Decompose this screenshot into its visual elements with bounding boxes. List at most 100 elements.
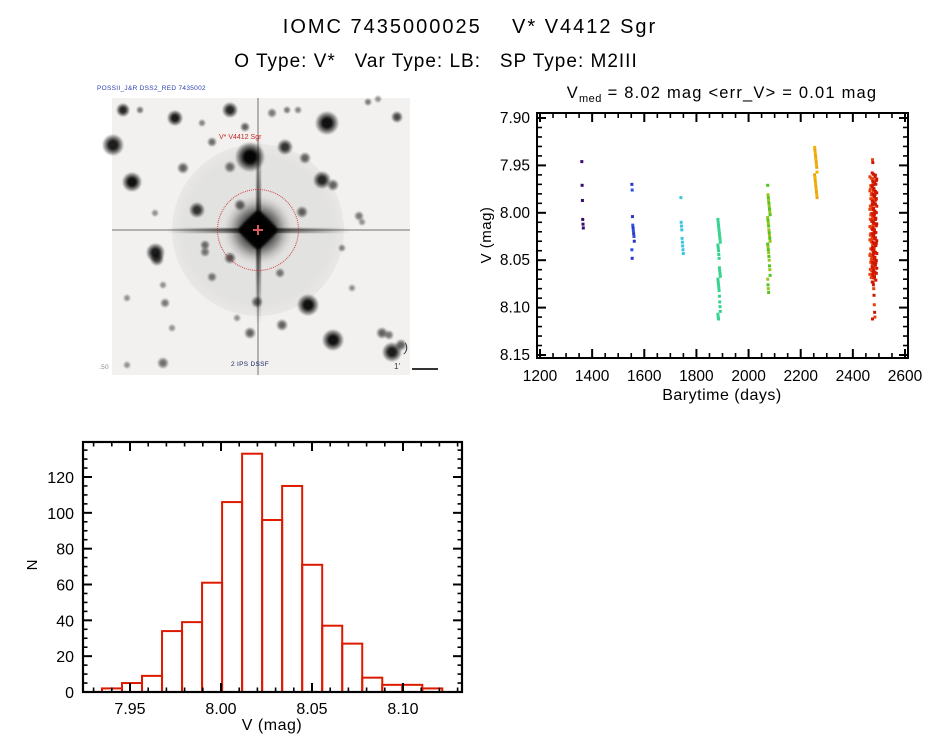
data-point: [717, 286, 721, 290]
data-point: [871, 158, 875, 162]
data-point: [871, 243, 875, 247]
data-point: [717, 256, 721, 260]
data-point: [581, 226, 585, 230]
data-point: [870, 238, 874, 242]
star: [116, 103, 130, 117]
data-point: [815, 193, 819, 197]
data-point: [718, 309, 722, 313]
scale-bar: [412, 368, 438, 370]
vmed-symbol: V: [566, 84, 579, 102]
x-tick-label: 2000: [731, 368, 766, 385]
data-point: [872, 172, 876, 176]
data-point: [717, 294, 721, 298]
data-point: [768, 213, 772, 217]
data-point: [871, 183, 875, 187]
star: [151, 209, 159, 217]
data-point: [681, 252, 685, 256]
data-point: [874, 271, 878, 275]
star: [296, 206, 308, 218]
scale-bar-label: 1': [394, 362, 400, 371]
data-point: [767, 224, 771, 228]
data-point: [874, 278, 878, 282]
data-point: [870, 219, 874, 223]
data-point: [768, 207, 772, 211]
data-point: [868, 238, 872, 242]
data-point: [680, 236, 684, 240]
data-point: [766, 218, 770, 222]
lightcurve-xaxis-label: Barytime (days): [662, 387, 782, 404]
data-point: [766, 221, 770, 225]
star: [391, 111, 403, 123]
data-point: [871, 223, 875, 227]
star: [222, 102, 238, 118]
data-point: [875, 239, 879, 243]
data-point: [815, 165, 819, 169]
data-point: [766, 193, 770, 197]
vmed-value-text: = 8.02 mag <err_V> = 0.01 mag: [601, 84, 878, 102]
data-point: [814, 154, 818, 158]
data-point: [679, 196, 683, 200]
data-point: [768, 268, 772, 272]
data-point: [813, 179, 817, 183]
data-point: [718, 240, 722, 244]
data-point: [767, 251, 771, 255]
data-point: [631, 223, 635, 227]
y-tick-label: 40: [56, 613, 74, 630]
star: [200, 240, 210, 250]
y-tick-label: 8.00: [500, 205, 531, 222]
data-point: [766, 183, 770, 187]
star: [358, 218, 366, 226]
data-point: [871, 271, 875, 275]
data-point: [768, 236, 772, 240]
data-point: [874, 261, 878, 265]
star: [376, 327, 388, 339]
data-point: [768, 210, 772, 214]
data-point: [872, 188, 876, 192]
x-tick-label: 8.05: [296, 701, 327, 718]
data-point: [872, 214, 876, 218]
star: [150, 252, 164, 266]
data-point: [718, 235, 722, 238]
star: [167, 110, 183, 126]
data-point: [768, 264, 772, 268]
histogram-bar: [281, 484, 304, 694]
star: [314, 110, 340, 136]
data-point: [869, 260, 873, 264]
y-tick-label: 20: [56, 649, 74, 666]
data-point: [872, 234, 876, 238]
chart-corner-text: .50: [99, 364, 109, 371]
data-point: [717, 226, 721, 230]
survey-id-text: POSSII_J&R DSS2_RED 7435002: [97, 85, 206, 92]
data-point: [872, 251, 876, 255]
data-point: [680, 240, 684, 244]
star: [354, 211, 364, 221]
star: [168, 324, 176, 332]
data-point: [630, 256, 634, 260]
data-point: [872, 212, 876, 216]
data-point: [717, 317, 721, 321]
data-point: [872, 287, 876, 291]
plot-frame: [81, 440, 464, 694]
data-point: [768, 239, 772, 243]
target-label-text: V* V4412 Sgr: [219, 134, 262, 141]
data-point: [872, 229, 876, 233]
data-point: [768, 273, 772, 277]
data-point: [874, 241, 878, 245]
data-point: [871, 177, 875, 181]
lightcurve-yaxis-label: V (mag): [478, 206, 495, 264]
star: [101, 133, 125, 157]
x-tick-label: 1800: [679, 368, 714, 385]
data-point: [767, 258, 771, 262]
data-point: [716, 217, 720, 221]
data-point: [718, 269, 722, 273]
data-point: [716, 243, 720, 247]
x-tick-label: 8.00: [205, 701, 236, 718]
data-point: [870, 202, 874, 206]
data-point: [871, 161, 875, 165]
data-point: [717, 223, 721, 227]
data-point: [872, 303, 876, 307]
lightcurve-title: Vmed = 8.02 mag <err_V> = 0.01 mag: [500, 84, 944, 105]
data-point: [813, 148, 817, 152]
data-point: [631, 226, 635, 230]
